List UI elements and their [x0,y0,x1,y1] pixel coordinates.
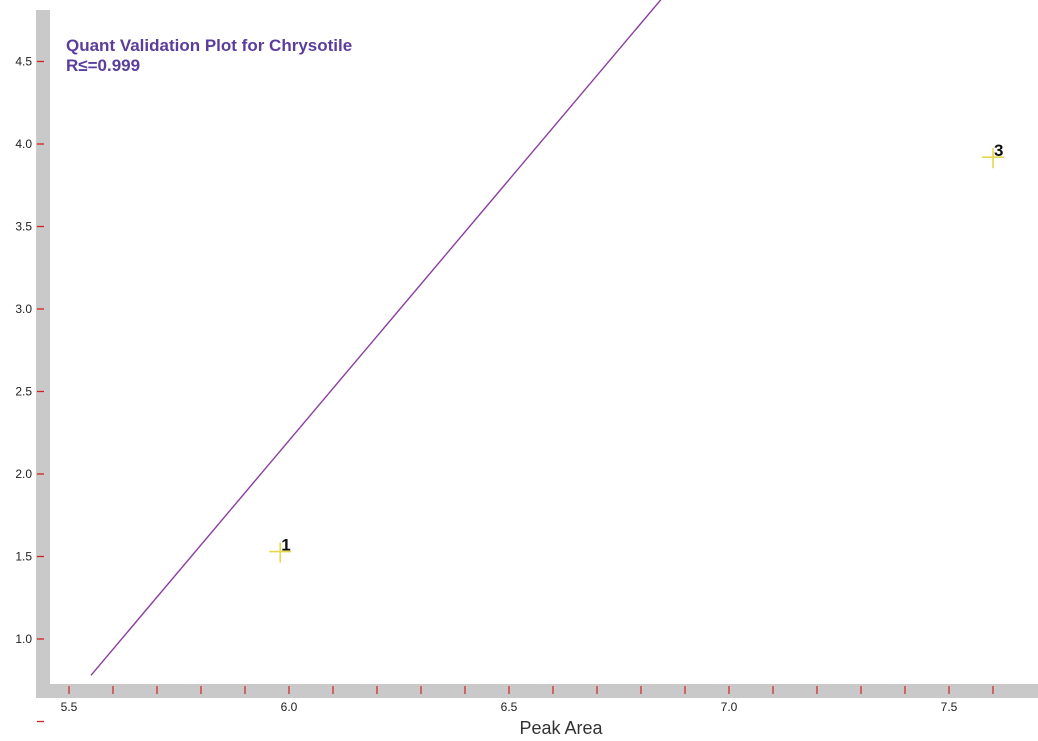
point-label: 3 [994,141,1003,160]
data-point: 1 [269,536,292,563]
y-tick-label: 2.0 [15,467,32,481]
y-tick-label: 1.5 [15,550,32,564]
x-tick-label: 7.0 [721,700,738,714]
chart-subtitle: R≤=0.999 [66,56,140,75]
x-tick-label: 5.5 [61,700,78,714]
fit-line [90,0,662,676]
chart-title: Quant Validation Plot for Chrysotile [66,36,352,55]
data-points: 135 [269,141,1004,563]
y-tick-label: 4.0 [15,137,32,151]
point-label: 1 [281,536,290,555]
x-tick-label: 6.0 [281,700,298,714]
x-axis-band [36,684,1038,698]
data-point: 3 [982,141,1004,169]
fit-line-group [90,0,662,676]
x-axis-label: Peak Area [519,718,603,738]
x-tick-label: 6.5 [501,700,518,714]
y-axis-ticks: 1.01.52.02.53.03.54.04.55.05.56.06.57.07… [15,55,44,723]
y-tick-label: 2.5 [15,385,32,399]
y-axis-band [36,10,50,698]
y-tick-label: 4.5 [15,55,32,69]
x-axis-ticks: 5.56.06.57.07.58.08.59.09.5 [61,686,994,714]
y-tick-label: 3.5 [15,220,32,234]
y-tick-label: 1.0 [15,632,32,646]
x-tick-label: 7.5 [941,700,958,714]
y-tick-label: 3.0 [15,302,32,316]
